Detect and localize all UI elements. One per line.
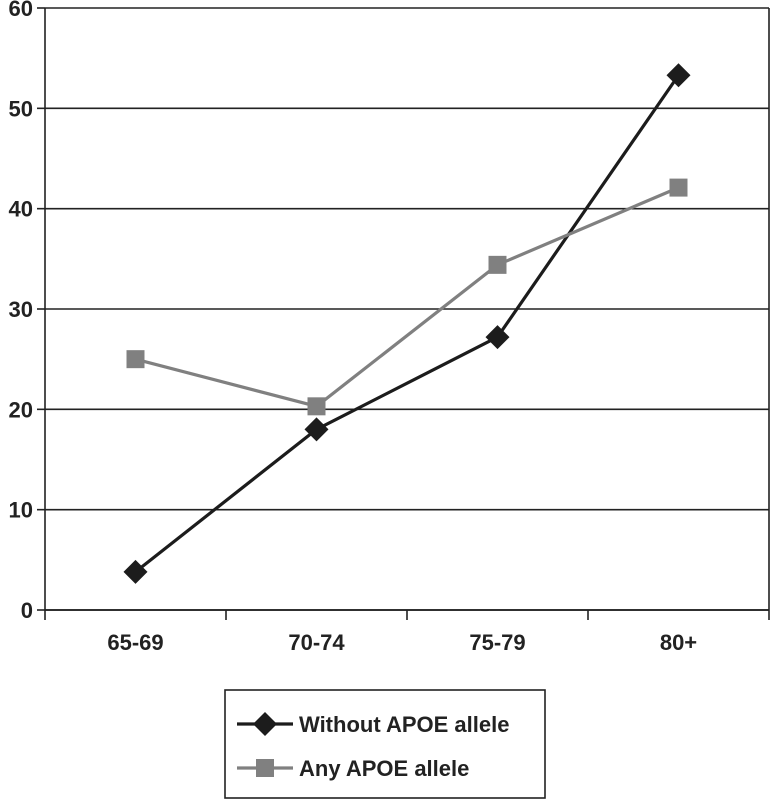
legend-swatch-marker-1 <box>256 759 274 777</box>
x-tick-label-75-79: 75-79 <box>469 630 525 655</box>
data-point-0-70-74 <box>304 417 329 442</box>
y-tick-label-20: 20 <box>9 397 33 422</box>
y-tick-label-0: 0 <box>21 598 33 623</box>
data-point-0-75-79 <box>485 325 510 350</box>
x-tick-label-65-69: 65-69 <box>107 630 163 655</box>
y-tick-label-60: 60 <box>9 0 33 21</box>
series-0 <box>123 63 691 584</box>
legend: Without APOE allele Any APOE allele <box>224 689 546 799</box>
legend-item-1: Any APOE allele <box>237 756 469 781</box>
legend-item-0: Without APOE allele <box>237 712 509 737</box>
y-tick-label-40: 40 <box>9 197 33 222</box>
gridlines <box>45 7 769 611</box>
data-point-1-70-74 <box>307 397 326 416</box>
axes: 0 10 20 30 40 50 60 65-69 70-74 75-79 80+ <box>9 0 770 655</box>
data-point-1-65-69 <box>126 350 145 369</box>
data-point-1-75-79 <box>488 255 507 274</box>
series <box>123 63 691 584</box>
x-tick-label-70-74: 70-74 <box>288 630 345 655</box>
x-tick-label-80+: 80+ <box>660 630 697 655</box>
legend-box <box>224 689 546 799</box>
legend-swatch-marker-0 <box>253 712 277 736</box>
y-tick-label-50: 50 <box>9 96 33 121</box>
data-point-0-65-69 <box>123 559 148 584</box>
data-point-1-80+ <box>669 178 688 197</box>
series-line-0 <box>134 74 680 574</box>
legend-label-1: Any APOE allele <box>299 756 469 781</box>
legend-label-0: Without APOE allele <box>299 712 509 737</box>
y-tick-label-30: 30 <box>9 297 33 322</box>
series-line-1 <box>135 186 680 408</box>
y-tick-label-10: 10 <box>9 498 33 523</box>
data-point-0-80+ <box>666 63 691 88</box>
series-1 <box>126 178 688 416</box>
